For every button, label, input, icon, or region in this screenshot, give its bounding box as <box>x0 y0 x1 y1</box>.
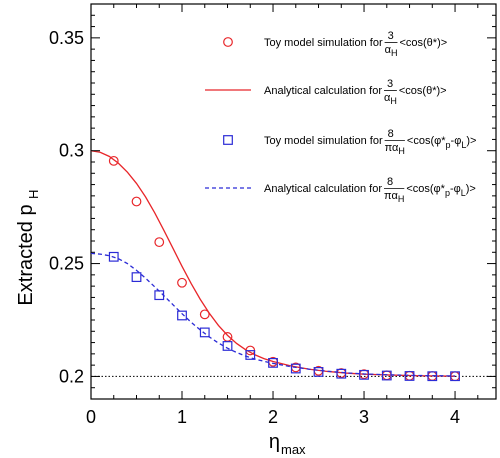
legend-entry-toy_cos_phi: Toy model simulation for 8 πα H<cos(φ* p -φ L… <box>223 128 476 156</box>
data-point-toy_cos_phi <box>359 369 369 380</box>
legend-label-tail: <cos(θ*)> <box>399 37 447 49</box>
plot-frame <box>90 3 497 400</box>
data-point-toy_cos_theta <box>177 277 187 288</box>
x-tick-label: 3 <box>359 407 369 427</box>
x-tick-label: 2 <box>268 407 278 427</box>
legend-entry-analytic_cos_theta: Analytical calculation for 3 α H<cos(θ*)> <box>205 78 447 106</box>
legend-fraction-subscript: H <box>390 96 397 106</box>
plot-content <box>90 3 497 400</box>
y-axis-title-subscript: H <box>26 190 41 199</box>
data-point-toy_cos_phi <box>199 327 210 338</box>
legend-fraction-denominator: α <box>385 44 392 56</box>
x-tick-label: 4 <box>450 407 460 427</box>
legend-label-tail: )> <box>466 183 476 195</box>
legend-label: Toy model simulation for <box>264 135 383 147</box>
series-line-analytic_cos_phi <box>90 252 456 377</box>
legend-marker <box>223 37 233 47</box>
data-point-toy_cos_theta <box>199 309 210 320</box>
legend: Toy model simulation for 3α H<cos(θ*)>Ana… <box>205 30 476 204</box>
data-point-toy_cos_theta <box>131 196 142 207</box>
data-point-toy_cos_phi <box>245 350 256 360</box>
series-line-analytic_cos_theta <box>90 150 456 377</box>
data-point-toy_cos_phi <box>313 367 324 377</box>
legend-label-tail: -φ <box>451 135 462 147</box>
y-tick-label: 0.35 <box>49 28 84 48</box>
legend-label-tail: <cos(φ* <box>407 135 446 147</box>
legend-entry-toy_cos_theta: Toy model simulation for 3 α H<cos(θ*)> <box>223 30 447 58</box>
legend-label-tail: <cos(φ* <box>406 183 445 195</box>
axis-ticks: 0 1 2 3 4 0.2 0.25 0.3 0.35 <box>49 3 496 427</box>
legend-entry-analytic_cos_phi: Analytical calculation for 8 πα H<cos(φ* p -… <box>205 176 476 204</box>
data-point-toy_cos_phi <box>177 310 187 321</box>
data-point-toy_cos_phi <box>381 370 392 381</box>
data-point-toy_cos_phi <box>131 272 142 283</box>
legend-fraction-denominator: α <box>384 92 391 104</box>
legend-label: Analytical calculation for <box>264 183 382 195</box>
legend-fraction-subscript: H <box>391 48 398 58</box>
data-point-toy_cos_phi <box>450 371 460 382</box>
legend-fraction-subscript: H <box>398 194 405 204</box>
x-tick-label: 0 <box>86 407 96 427</box>
legend-label: Toy model simulation for <box>264 37 383 49</box>
legend-label-tail: -φ <box>450 183 461 195</box>
data-point-toy_cos_phi <box>108 251 119 262</box>
legend-label-tail: p <box>446 140 451 150</box>
legend-fraction-numerator: 3 <box>388 30 394 42</box>
x-axis-title-subscript: max <box>281 442 306 457</box>
data-point-toy_cos_theta <box>154 237 165 248</box>
data-point-toy_cos_phi <box>336 368 347 379</box>
legend-label-tail: <cos(θ*)> <box>399 85 447 97</box>
y-tick-label: 0.3 <box>59 141 84 161</box>
y-axis-title-group: Extracted p H <box>15 190 41 306</box>
legend-fraction-numerator: 8 <box>387 176 393 188</box>
legend-fraction-numerator: 3 <box>387 78 393 90</box>
legend-label-tail: p <box>445 188 450 198</box>
legend-fraction-subscript: H <box>398 146 405 156</box>
legend-label: Analytical calculation for <box>264 85 382 97</box>
data-point-toy_cos_theta <box>108 155 119 166</box>
y-tick-label: 0.2 <box>59 366 84 386</box>
y-axis-title: Extracted p <box>15 204 37 305</box>
legend-fraction-numerator: 8 <box>388 128 394 140</box>
legend-label-tail: L <box>461 188 466 198</box>
x-tick-label: 1 <box>177 407 187 427</box>
legend-label-tail: L <box>461 140 466 150</box>
legend-fraction-denominator: πα <box>384 190 398 202</box>
legend-marker <box>223 135 233 145</box>
x-axis-title: η <box>269 431 280 453</box>
legend-label-tail: )> <box>466 135 476 147</box>
y-tick-label: 0.25 <box>49 254 84 274</box>
legend-fraction-denominator: πα <box>385 142 399 154</box>
